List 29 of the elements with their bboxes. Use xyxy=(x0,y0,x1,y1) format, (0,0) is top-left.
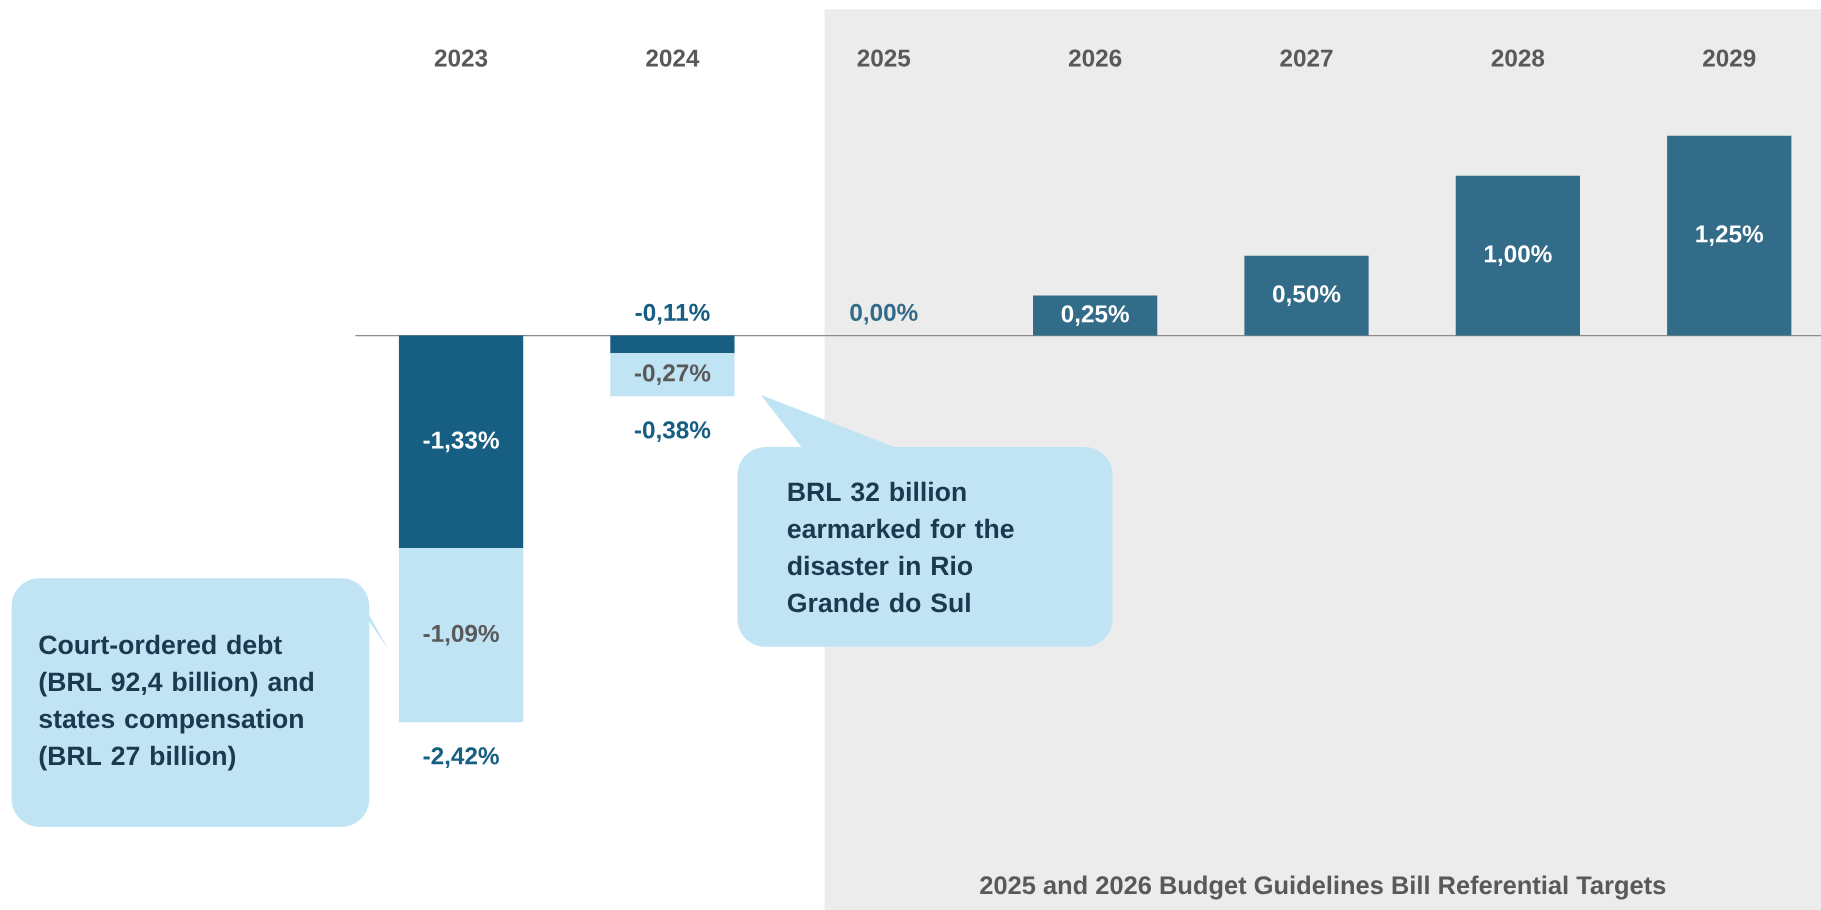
bar xyxy=(398,335,524,548)
bar xyxy=(398,547,524,723)
bar xyxy=(1033,295,1158,336)
data-label: -0,11% xyxy=(635,303,710,325)
bar xyxy=(610,352,735,397)
total-label: -2,42% xyxy=(423,747,499,768)
data-label: 0,50% xyxy=(1273,285,1341,306)
total-label: -0,38% xyxy=(634,421,711,442)
data-label: 1,00% xyxy=(1484,245,1552,266)
x-tick-label: 2024 xyxy=(646,49,700,67)
x-tick-label: 2029 xyxy=(1703,49,1756,67)
text: Court-ordered debt (BRL 92,4 billion) and states compensation (BRL 27 billion) xyxy=(39,634,314,771)
band-label: 2025 and 2026 Budget Guidelines Bill Referential Targets xyxy=(980,875,1666,900)
x-tick-label: 2023 xyxy=(434,49,488,67)
data-label: -0,27% xyxy=(634,364,711,385)
bar xyxy=(1455,175,1581,336)
x-tick-label: 2028 xyxy=(1491,49,1545,67)
x-tick-label: 2026 xyxy=(1068,49,1122,67)
data-label: -1,33% xyxy=(423,431,499,452)
bar xyxy=(1667,135,1792,336)
bar xyxy=(610,335,735,353)
annotation: BRL 32 billion earmarked for the disaster in Rio Grande do Sul xyxy=(787,481,1014,613)
data-label: 1,25% xyxy=(1696,225,1764,246)
data-label: 0,25% xyxy=(1061,304,1129,326)
x-tick-label: 2027 xyxy=(1280,49,1333,67)
bar xyxy=(1244,255,1369,336)
data-label: 0,00% xyxy=(850,303,918,325)
data-label: -1,09% xyxy=(423,624,499,646)
x-tick-label: 2025 xyxy=(857,49,911,67)
